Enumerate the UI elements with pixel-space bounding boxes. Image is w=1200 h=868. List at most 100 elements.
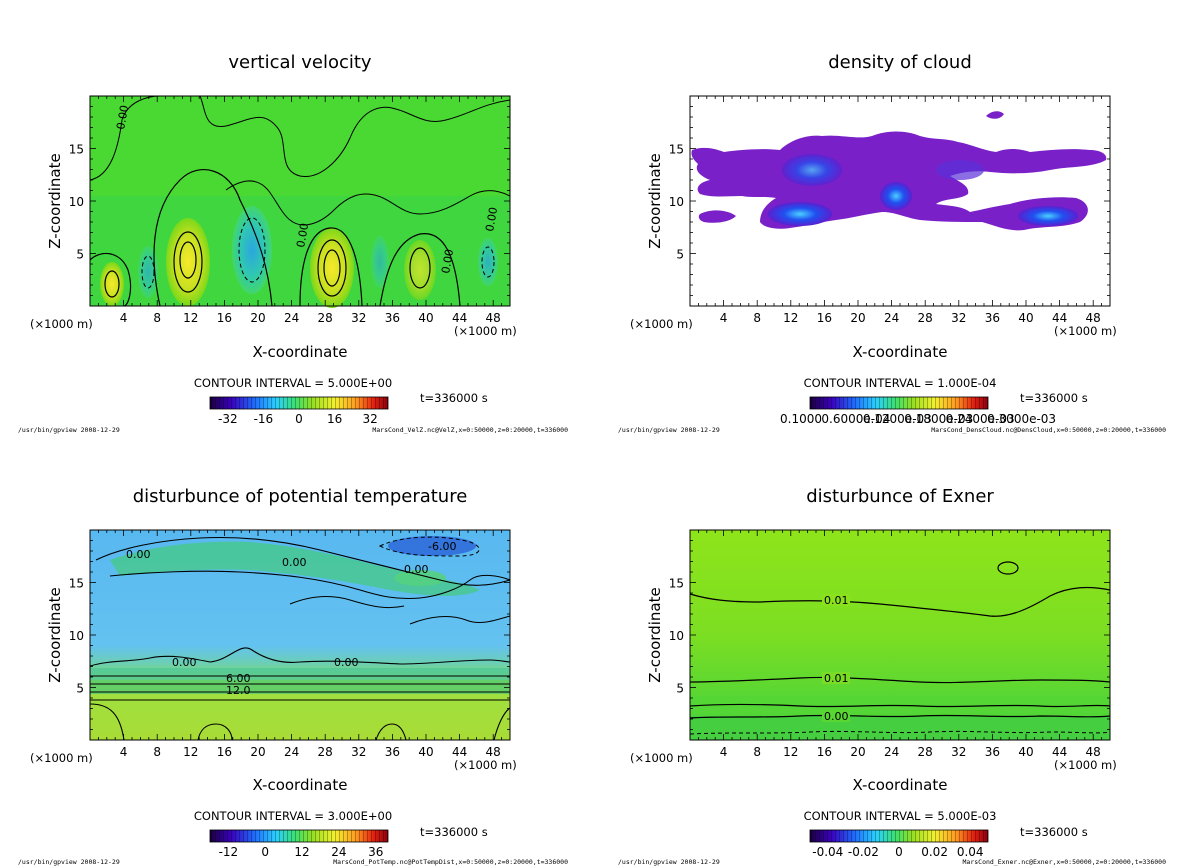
footer-right: MarsCond_VelZ.nc@VelZ,x=0:50000,z=0:2000…: [372, 426, 568, 434]
x-tick-label: 12: [783, 311, 798, 325]
colorbar-lines: [210, 830, 388, 842]
x-tick-label: 36: [985, 311, 1000, 325]
x-ticks: 4 8 12 16 20 24 28 32 36 40 44 48: [689, 96, 1111, 325]
x-tick-label: 44: [1052, 745, 1067, 759]
chart-title: density of cloud: [828, 52, 972, 73]
x-ticks: 4 8 12 16 20 24 28 32 36 40 44 48: [89, 530, 511, 759]
chart-title: disturbunce of Exner: [806, 486, 994, 507]
time-label: t=336000 s: [1020, 391, 1088, 405]
colorbar-tick-label: 0.6000e-04: [821, 412, 890, 426]
heatmap-field: [690, 716, 1110, 740]
label-bg: [822, 710, 850, 722]
y-tick-label: 15: [69, 143, 84, 157]
contour-line: [689, 703, 1111, 708]
x-tick-label: 16: [817, 745, 832, 759]
updraft-core: [404, 240, 436, 300]
x-tick-label: 24: [884, 745, 899, 759]
contour-label: 0.00: [483, 206, 500, 232]
cloud-core: [782, 154, 842, 186]
x-tick-label: 48: [1086, 311, 1101, 325]
colorbar-tick-label: 0: [261, 845, 269, 859]
colorbar-lines: [810, 397, 988, 409]
cloud-core: [936, 160, 984, 180]
downdraft-core: [232, 206, 272, 294]
y-tick-label: 5: [76, 248, 84, 262]
x-ticks: 4 8 12 16 20 24 28 32 36 40 44 48: [89, 96, 511, 325]
y-tick-label: 10: [69, 195, 84, 209]
contour-label: 0.00: [294, 222, 311, 248]
x-tick-label: 36: [385, 311, 400, 325]
colorbar-tick-label: -0.02: [848, 845, 879, 859]
contour-line-dashed: [141, 255, 155, 289]
x-unit-left: (×1000 m): [630, 317, 693, 331]
chart-title: disturbunce of potential temperature: [133, 486, 468, 507]
x-tick-label: 28: [318, 745, 333, 759]
x-tick-label: 16: [217, 745, 232, 759]
colorbar-tick-label: 0.1000: [780, 412, 822, 426]
contour-line-dashed: [238, 217, 266, 283]
colorbar: -32 -16 0 16 32: [209, 396, 389, 426]
x-axis-label: X-coordinate: [253, 343, 348, 361]
contour-label: 12.0: [226, 684, 251, 697]
downdraft-core: [138, 246, 158, 298]
contour-line: [173, 231, 203, 293]
colorbar-tick-label: 0: [895, 845, 903, 859]
footer-left: /usr/bin/gpview 2008-12-29: [618, 426, 720, 434]
contour-line-dashed: [689, 730, 1111, 735]
contour-label: 0.00: [404, 563, 429, 576]
y-tick-label: 10: [69, 629, 84, 643]
colorbar-tick-label: 0.1800e-03: [904, 412, 973, 426]
x-tick-label: 32: [951, 311, 966, 325]
contour-interval: CONTOUR INTERVAL = 1.000E-04: [804, 376, 997, 390]
x-unit-right: (×1000 m): [1054, 324, 1117, 338]
plot-area: 0.00 0.00 -6.00 0.00 0.00 0.00 6.00 12.0: [89, 529, 511, 741]
x-tick-label: 4: [720, 745, 728, 759]
y-axis-label: Z-coordinate: [646, 153, 664, 248]
colorbar-tick-label: 16: [327, 412, 342, 426]
x-tick-label: 44: [1052, 311, 1067, 325]
contour-line: [409, 247, 431, 289]
x-tick-label: 12: [183, 311, 198, 325]
x-tick-label: 48: [486, 311, 501, 325]
x-tick-label: 32: [951, 745, 966, 759]
chart-title: vertical velocity: [228, 52, 372, 73]
downdraft-core: [478, 238, 498, 286]
contour-line: [997, 561, 1019, 575]
contour-line: [493, 707, 511, 741]
cloud-core: [880, 182, 912, 210]
heatmap-field: [110, 541, 480, 596]
colorbar-tick-label: 36: [368, 845, 383, 859]
x-tick-label: 8: [753, 745, 761, 759]
footer-right: MarsCond_PotTemp.nc@PotTempDist,x=0:5000…: [333, 858, 568, 866]
contour-line: [104, 270, 120, 298]
y-ticks: 5 10 15: [69, 529, 510, 741]
x-tick-label: 28: [918, 311, 933, 325]
footer-right: MarsCond_DensCloud.nc@DensCloud,x=0:5000…: [931, 426, 1166, 434]
label-bg: [822, 594, 850, 606]
x-tick-label: 24: [884, 311, 899, 325]
x-tick-label: 20: [850, 311, 865, 325]
time-label: t=336000 s: [1020, 825, 1088, 839]
updraft-core: [166, 218, 210, 306]
contour-line-dashed: [481, 246, 495, 278]
y-tick-label: 5: [676, 682, 684, 696]
x-unit-left: (×1000 m): [630, 751, 693, 765]
contour-label: 0.00: [172, 656, 197, 669]
colorbar-frame: [209, 396, 389, 410]
contour-interval: CONTOUR INTERVAL = 5.000E-03: [804, 809, 997, 823]
y-tick-label: 5: [676, 248, 684, 262]
x-tick-label: 40: [1018, 745, 1033, 759]
contour-line: [89, 703, 125, 741]
y-tick-label: 15: [669, 577, 684, 591]
y-ticks: 5 10 15: [69, 95, 510, 307]
x-tick-label: 20: [250, 745, 265, 759]
colorbar-tick-label: -12: [219, 845, 239, 859]
footer-left: /usr/bin/gpview 2008-12-29: [18, 858, 120, 866]
contour-line: [89, 95, 161, 181]
contour-label: 0.00: [824, 710, 849, 723]
panel-vertical-velocity: vertical velocity: [18, 52, 568, 434]
x-unit-left: (×1000 m): [30, 317, 93, 331]
x-tick-label: 36: [985, 745, 1000, 759]
footer-right: MarsCond_Exner.nc@Exner,x=0:50000,z=0:20…: [963, 858, 1167, 866]
x-tick-label: 32: [351, 745, 366, 759]
